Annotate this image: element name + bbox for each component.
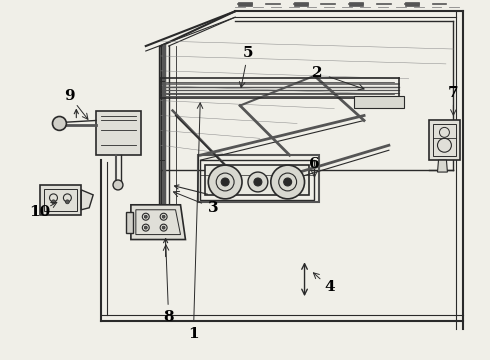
Circle shape [144,215,147,218]
Polygon shape [429,121,460,160]
Bar [349,3,363,6]
Circle shape [208,165,242,199]
Bar [238,3,252,6]
Text: 7: 7 [448,86,459,100]
Text: 5: 5 [243,46,253,60]
Polygon shape [205,165,310,195]
Polygon shape [126,212,133,233]
Text: 10: 10 [29,205,50,219]
Polygon shape [96,111,141,155]
Polygon shape [131,205,185,239]
Circle shape [52,117,66,130]
Text: 2: 2 [312,66,323,80]
Circle shape [221,178,229,186]
Text: 4: 4 [324,280,335,294]
Circle shape [65,200,70,204]
Circle shape [51,200,55,204]
Text: 3: 3 [208,201,219,215]
Circle shape [284,178,292,186]
Circle shape [254,178,262,186]
Text: 1: 1 [188,327,199,341]
Circle shape [271,165,305,199]
Circle shape [162,215,165,218]
Text: 6: 6 [309,157,320,171]
Bar [405,3,418,6]
Circle shape [248,172,268,192]
Bar [294,3,308,6]
Polygon shape [40,185,81,215]
Polygon shape [438,160,447,172]
Text: 8: 8 [163,310,174,324]
Bar [354,96,404,108]
Circle shape [113,180,123,190]
Text: 9: 9 [64,89,74,103]
Polygon shape [81,190,93,210]
Circle shape [144,226,147,229]
Circle shape [162,226,165,229]
